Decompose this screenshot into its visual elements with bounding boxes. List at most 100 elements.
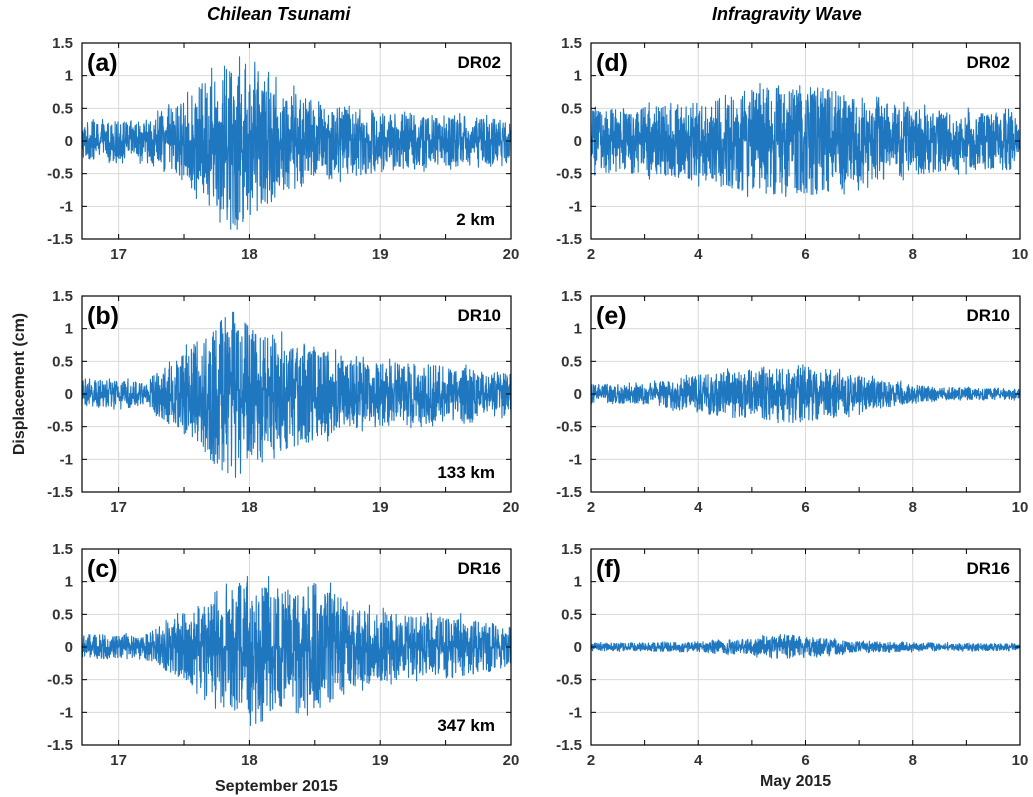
station-label-c: DR16 xyxy=(458,559,501,578)
y-tick-label-b-1: -1 xyxy=(60,451,73,468)
panel-letter-a: (a) xyxy=(87,49,118,77)
y-tick-label-a-4: 0.5 xyxy=(52,100,73,117)
trace-f xyxy=(590,633,1021,659)
panel-f: 2 4 6 8 10 -1.5 -1 -0.5 0 0.5 1 1.5 (f) DR16 xyxy=(556,541,1028,769)
x-tick-label-e-4: 10 xyxy=(1012,499,1029,516)
y-tick-label-e-0: -1.5 xyxy=(556,484,582,501)
x-tick-label-f-4: 10 xyxy=(1012,752,1029,769)
y-tick-label-d-6: 1.5 xyxy=(561,35,582,52)
y-tick-label-c-4: 0.5 xyxy=(52,606,73,623)
trace-c xyxy=(81,575,512,726)
x-tick-label-b-1: 18 xyxy=(241,499,258,516)
x-tick-label-f-1: 4 xyxy=(694,752,703,769)
y-tick-label-e-6: 1.5 xyxy=(561,288,582,305)
x-tick-label-a-2: 19 xyxy=(372,246,389,263)
x-tick-label-e-1: 4 xyxy=(694,499,703,516)
y-tick-label-b-4: 0.5 xyxy=(52,353,73,370)
y-tick-label-f-0: -1.5 xyxy=(556,737,582,754)
y-tick-label-d-5: 1 xyxy=(574,68,582,85)
panel-letter-e: (e) xyxy=(596,302,627,330)
station-label-e: DR10 xyxy=(967,306,1010,325)
station-label-d: DR02 xyxy=(967,53,1010,72)
right-column-title: Infragravity Wave xyxy=(712,4,862,24)
x-tick-label-c-0: 17 xyxy=(110,752,127,769)
panel-letter-c: (c) xyxy=(87,555,118,583)
y-tick-label-d-4: 0.5 xyxy=(561,100,582,117)
x-tick-label-e-3: 8 xyxy=(909,499,917,516)
trace-d xyxy=(590,82,1021,198)
x-tick-label-b-0: 17 xyxy=(110,499,127,516)
y-tick-label-a-1: -1 xyxy=(60,198,73,215)
y-tick-label-f-2: -0.5 xyxy=(556,672,582,689)
x-tick-label-f-3: 8 xyxy=(909,752,917,769)
y-tick-label-c-6: 1.5 xyxy=(52,541,73,558)
panel-letter-b: (b) xyxy=(87,302,119,330)
y-tick-label-a-3: 0 xyxy=(65,133,73,150)
x-tick-label-d-0: 2 xyxy=(587,246,595,263)
y-tick-label-b-0: -1.5 xyxy=(47,484,73,501)
distance-label-b: 133 km xyxy=(437,463,495,482)
left-column-title: Chilean Tsunami xyxy=(207,4,351,24)
panel-c: 17 18 19 20 -1.5 -1 -0.5 0 0.5 1 1.5 (c) DR16 347 km xyxy=(47,541,519,769)
y-tick-label-c-0: -1.5 xyxy=(47,737,73,754)
x-tick-label-b-3: 20 xyxy=(503,499,520,516)
panel-a: 17 18 19 20 -1.5 -1 -0.5 0 0.5 1 1.5 (a) DR02 2 km xyxy=(47,35,519,263)
station-label-a: DR02 xyxy=(458,53,501,72)
y-tick-label-e-2: -0.5 xyxy=(556,419,582,436)
panel-letter-f: (f) xyxy=(596,555,621,583)
panel-letter-d: (d) xyxy=(596,49,628,77)
y-tick-label-a-0: -1.5 xyxy=(47,231,73,248)
x-tick-label-a-3: 20 xyxy=(503,246,520,263)
x-tick-label-c-1: 18 xyxy=(241,752,258,769)
y-tick-label-a-5: 1 xyxy=(65,68,73,85)
x-tick-label-a-1: 18 xyxy=(241,246,258,263)
y-tick-label-a-6: 1.5 xyxy=(52,35,73,52)
distance-label-a: 2 km xyxy=(456,210,495,229)
y-tick-label-f-3: 0 xyxy=(574,639,582,656)
y-tick-label-b-2: -0.5 xyxy=(47,419,73,436)
x-tick-label-d-2: 6 xyxy=(801,246,809,263)
x-tick-label-c-3: 20 xyxy=(503,752,520,769)
y-tick-label-d-0: -1.5 xyxy=(556,231,582,248)
y-tick-label-e-5: 1 xyxy=(574,321,582,338)
x-tick-label-e-0: 2 xyxy=(587,499,595,516)
y-tick-label-c-2: -0.5 xyxy=(47,672,73,689)
y-tick-label-f-1: -1 xyxy=(569,704,582,721)
panel-e: 2 4 6 8 10 -1.5 -1 -0.5 0 0.5 1 1.5 (e) DR10 xyxy=(556,288,1028,516)
y-tick-label-b-6: 1.5 xyxy=(52,288,73,305)
y-tick-label-a-2: -0.5 xyxy=(47,166,73,183)
distance-label-c: 347 km xyxy=(437,716,495,735)
y-tick-label-c-3: 0 xyxy=(65,639,73,656)
y-tick-label-e-1: -1 xyxy=(569,451,582,468)
x-tick-label-b-2: 19 xyxy=(372,499,389,516)
panel-d: 2 4 6 8 10 -1.5 -1 -0.5 0 0.5 1 1.5 (d) DR02 xyxy=(556,35,1028,263)
y-tick-label-d-2: -0.5 xyxy=(556,166,582,183)
y-tick-label-e-4: 0.5 xyxy=(561,353,582,370)
y-tick-label-f-5: 1 xyxy=(574,574,582,591)
y-tick-label-f-6: 1.5 xyxy=(561,541,582,558)
right-x-axis-label: May 2015 xyxy=(760,773,832,790)
y-tick-label-e-3: 0 xyxy=(574,386,582,403)
x-tick-label-a-0: 17 xyxy=(110,246,127,263)
y-tick-label-f-4: 0.5 xyxy=(561,606,582,623)
station-label-f: DR16 xyxy=(967,559,1010,578)
trace-a xyxy=(81,56,512,230)
x-tick-label-f-2: 6 xyxy=(801,752,809,769)
x-tick-label-d-3: 8 xyxy=(909,246,917,263)
y-tick-label-c-5: 1 xyxy=(65,574,73,591)
y-tick-label-b-5: 1 xyxy=(65,321,73,338)
y-tick-label-d-1: -1 xyxy=(569,198,582,215)
trace-b xyxy=(81,311,512,478)
panel-b: 17 18 19 20 -1.5 -1 -0.5 0 0.5 1 1.5 (b) DR10 133 km xyxy=(47,288,519,516)
y-tick-label-d-3: 0 xyxy=(574,133,582,150)
x-tick-label-d-4: 10 xyxy=(1012,246,1029,263)
y-tick-label-b-3: 0 xyxy=(65,386,73,403)
x-tick-label-d-1: 4 xyxy=(694,246,703,263)
y-tick-label-c-1: -1 xyxy=(60,704,73,721)
left-x-axis-label: September 2015 xyxy=(215,778,338,795)
x-tick-label-f-0: 2 xyxy=(587,752,595,769)
trace-e xyxy=(590,364,1021,424)
x-tick-label-c-2: 19 xyxy=(372,752,389,769)
station-label-b: DR10 xyxy=(458,306,501,325)
